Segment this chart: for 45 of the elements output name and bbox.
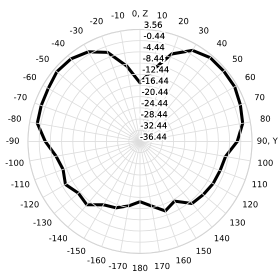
spoke-label: -30 [70,27,83,34]
spoke-label: -80 [8,115,21,122]
spoke-label: -90 [6,138,19,144]
spoke-label: -20 [90,18,103,24]
spoke-label: -150 [67,248,86,254]
spoke-label: 140 [214,235,230,242]
spoke-label: 150 [196,248,212,254]
y-tick-label: -36.44 [140,133,166,140]
spoke-label: -170 [108,262,127,270]
spoke-label: -40 [52,40,64,46]
y-tick-label: -8.44 [143,55,164,62]
spoke-label: 120 [243,201,258,208]
spoke-label: -70 [14,94,27,100]
y-tick-label: -0.44 [144,32,165,40]
spoke-label: -160 [87,257,106,264]
spoke-label: 40 [216,40,227,46]
spoke-label: 170 [155,262,170,270]
spoke-label: 160 [176,257,191,264]
spoke-label: 0, Z [132,10,148,18]
spoke-label: 60 [246,74,255,80]
spoke-label: -120 [20,201,39,208]
spoke-label: 50 [232,56,242,62]
y-tick-label: -24.44 [142,100,168,106]
spoke-label: 70 [254,94,264,100]
spoke-label: -100 [6,160,24,166]
y-tick-label: -4.44 [144,44,164,50]
spoke-label: 10 [158,12,167,18]
spoke-label: -50 [36,56,49,62]
y-tick-label: -28.44 [141,111,168,118]
y-tick-label: -20.44 [142,88,168,96]
spoke-label: 100 [258,160,273,166]
spoke-label: 180 [132,264,148,272]
spoke-label: -10 [112,12,124,18]
spoke-label: 130 [230,219,245,226]
y-tick-label: 3.56 [144,22,162,28]
spoke-label: 30 [198,27,208,34]
spoke-label: 90, Y [257,138,278,145]
spoke-label: -60 [23,74,36,80]
spoke-label: 20 [178,18,188,24]
spoke-label: -140 [49,235,68,242]
y-tick-label: -32.44 [140,122,167,129]
spoke-label: -110 [11,181,30,188]
spoke-label: 110 [252,181,267,188]
spoke-label: -130 [33,219,52,226]
spoke-label: 80 [260,115,270,122]
